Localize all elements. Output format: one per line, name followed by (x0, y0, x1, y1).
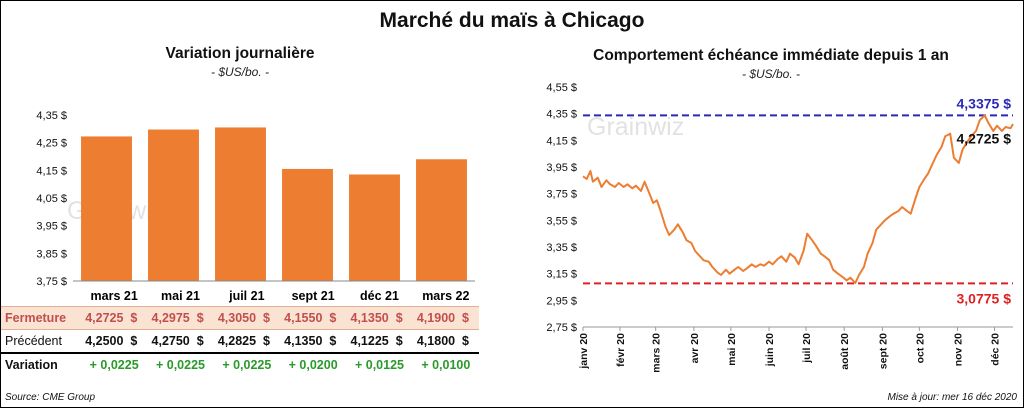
change-value: + 0,0100 (412, 352, 479, 376)
line-xtick-label: oct 20 (914, 333, 926, 364)
line-ytick-label: 2,95 $ (546, 295, 577, 307)
bar-ytick-label: 4,35 $ (36, 110, 67, 122)
line-ytick-label: 3,95 $ (546, 162, 577, 174)
source-note: Source: CME Group (5, 392, 96, 403)
line-xtick-label: sept 20 (877, 333, 889, 369)
bar-ytick-label: 4,15 $ (36, 165, 67, 177)
left-panel-title: Variation journalière (165, 45, 315, 62)
previous-value: 4,1350 $ (284, 334, 337, 348)
bar-ytick-label: 3,85 $ (36, 248, 67, 260)
line-ytick-label: 3,35 $ (546, 242, 577, 254)
low-annotation: 3,0775 $ (957, 290, 1012, 306)
close-value: 4,2725 $ (81, 306, 148, 330)
previous-value: 4,1800 $ (416, 334, 469, 348)
bar (416, 159, 467, 281)
line-xtick-label: déc 20 (990, 333, 1002, 366)
change-row-label: Variation (1, 352, 81, 376)
line-ytick-label: 4,55 $ (546, 82, 577, 94)
month-header: déc 21 (360, 289, 399, 303)
previous-value: 4,1225 $ (350, 334, 403, 348)
close-value: 4,3050 $ (213, 306, 280, 330)
previous-value: 4,2825 $ (217, 334, 270, 348)
bar (349, 174, 400, 281)
left-panel-unit: - $US/bo. - (210, 65, 270, 79)
close-value: 4,1550 $ (279, 306, 347, 330)
right-panel-unit: - $US/bo. - (741, 67, 801, 81)
line-xtick-label: juin 20 (764, 333, 776, 367)
line-xtick-label: janv 20 (578, 333, 590, 370)
month-header: sept 21 (291, 289, 335, 303)
price-line (582, 114, 1014, 284)
line-chart: 2,75 $ 2,95 $ 3,15 $ 3,35 $ 3,55 $ 3,75 $ 3,95… (546, 82, 1014, 373)
line-xtick-label: août 20 (839, 333, 851, 370)
bar-ytick-label: 3,75 $ (36, 276, 67, 288)
change-value: + 0,0225 (213, 352, 280, 376)
line-ytick-label: 3,55 $ (546, 215, 577, 227)
last-annotation: 4,2725 $ (957, 130, 1012, 146)
page-title: Marché du maïs à Chicago (379, 9, 645, 32)
line-xtick-label: mai 20 (726, 333, 738, 366)
update-note: Mise à jour: mer 16 déc 2020 (887, 392, 1017, 403)
close-value: 4,2975 $ (147, 306, 214, 330)
bar-ytick-label: 4,25 $ (36, 138, 67, 150)
watermark: Grainwiz (587, 113, 684, 141)
month-header: juil 21 (229, 289, 265, 303)
header-spacer (1, 286, 81, 307)
price-table-header: mars 21 mai 21 juil 21 sept 21 déc 21 ma… (1, 286, 479, 307)
close-row-label: Fermeture (1, 306, 81, 330)
bar (215, 127, 266, 281)
price-table: mars 21 mai 21 juil 21 sept 21 déc 21 ma… (1, 286, 479, 376)
previous-row-label: Précédent (5, 334, 62, 348)
bar-ytick-label: 4,05 $ (36, 193, 67, 205)
previous-value: 4,2750 $ (151, 334, 204, 348)
line-ytick-label: 3,75 $ (546, 189, 577, 201)
change-row: Variation + 0,0225 + 0,0225 + 0,0225 + 0… (1, 352, 479, 376)
previous-row: Précédent 4,2500 $ 4,2750 $ 4,2825 $ 4,1… (1, 330, 479, 354)
bar (282, 168, 333, 281)
line-xtick-label: mars 20 (651, 333, 663, 373)
line-xtick-label: avr 20 (689, 333, 701, 364)
bar-chart: 3,75 $ 3,85 $ 3,95 $ 4,05 $ 4,15 $ 4,25 $ 4,35… (36, 110, 475, 288)
high-annotation: 4,3375 $ (957, 95, 1012, 111)
month-header: mai 21 (161, 289, 200, 303)
change-value: + 0,0125 (346, 352, 413, 376)
bar (148, 129, 199, 281)
line-ytick-label: 4,35 $ (546, 109, 577, 121)
line-ytick-label: 4,15 $ (546, 135, 577, 147)
bar-ytick-label: 3,95 $ (36, 221, 67, 233)
right-panel-title: Comportement échéance immédiate depuis 1… (593, 47, 949, 64)
close-row: Fermeture 4,2725 $ 4,2975 $ 4,3050 $ 4,1… (1, 306, 479, 330)
line-ytick-label: 3,15 $ (546, 269, 577, 281)
previous-value: 4,2500 $ (85, 334, 138, 348)
close-value: 4,1350 $ (346, 306, 413, 330)
line-xtick-label: févr 20 (615, 333, 627, 367)
line-ytick-label: 2,75 $ (546, 322, 577, 334)
change-value: + 0,0225 (81, 352, 148, 376)
line-xtick-label: nov 20 (953, 333, 965, 366)
change-value: + 0,0200 (279, 352, 347, 376)
month-header: mars 22 (422, 289, 470, 303)
bar (81, 136, 132, 281)
close-value: 4,1900 $ (412, 306, 479, 330)
change-value: + 0,0225 (147, 352, 214, 376)
month-header: mars 21 (90, 289, 138, 303)
line-xtick-label: juil 20 (801, 333, 813, 364)
